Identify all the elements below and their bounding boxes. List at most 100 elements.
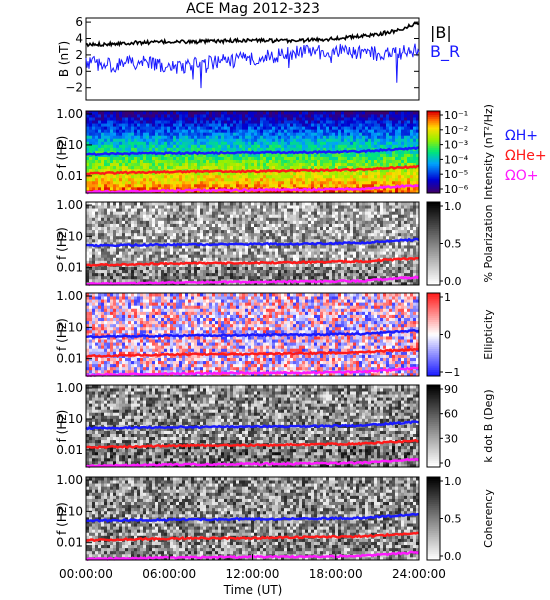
spectrogram-cell <box>386 168 390 173</box>
spectrogram-cell <box>107 214 111 218</box>
spectrogram-cell <box>182 208 186 212</box>
spectrogram-cell <box>389 156 393 160</box>
spectrogram-cell <box>266 162 270 167</box>
spectrogram-cell <box>290 126 294 130</box>
spectrogram-cell <box>125 248 129 252</box>
spectrogram-cell <box>308 111 312 115</box>
spectrogram-cell <box>203 189 207 194</box>
spectrogram-cell <box>212 183 216 188</box>
spectrogram-cell <box>251 220 255 224</box>
spectrogram-cell <box>266 171 270 176</box>
spectrogram-cell <box>194 147 198 151</box>
spectrogram-cell <box>194 111 198 115</box>
spectrogram-cell <box>332 165 336 170</box>
spectrogram-cell <box>308 138 312 142</box>
spectrogram-cell <box>239 165 243 170</box>
spectrogram-cell <box>371 114 375 118</box>
spectrogram-cell <box>314 114 318 118</box>
spectrogram-cell <box>167 248 171 252</box>
spectrogram-cell <box>377 141 381 145</box>
spectrogram-cell <box>323 114 327 118</box>
spectrogram-cell <box>89 220 93 224</box>
spectrogram-cell <box>218 162 222 167</box>
spectrogram-cell <box>134 117 138 121</box>
spectrogram-cell <box>197 126 201 130</box>
spectrogram-cell <box>110 117 114 121</box>
spectrogram-cell <box>308 144 312 148</box>
spectrogram-cell <box>125 202 129 206</box>
colorbar-swatch <box>427 154 440 157</box>
spectrogram-cell <box>266 217 270 221</box>
spectrogram-cell <box>197 272 201 277</box>
spectrogram-cell <box>236 165 240 170</box>
spectrogram-cell <box>170 278 174 283</box>
spectrogram-cell <box>284 248 288 252</box>
spectrogram-cell <box>176 251 180 255</box>
spectrogram-cell <box>239 220 243 224</box>
spectrogram-cell <box>338 183 342 188</box>
spectrogram-cell <box>212 238 216 243</box>
spectrogram-cell <box>140 126 144 130</box>
spectrogram-cell <box>104 114 108 118</box>
spectrogram-cell <box>245 165 249 170</box>
spectrogram-cell <box>167 126 171 130</box>
spectrogram-cell <box>266 180 270 185</box>
spectrogram-cell <box>341 141 345 145</box>
y-tick-label: 0.10 <box>56 138 83 152</box>
spectrogram-cell <box>401 144 405 148</box>
spectrogram-cell <box>239 183 243 188</box>
spectrogram-cell <box>287 272 291 277</box>
spectrogram-cell <box>131 126 135 130</box>
spectrogram-cell <box>239 214 243 218</box>
spectrogram-cell <box>131 135 135 139</box>
spectrogram-cell <box>230 177 234 182</box>
spectrogram-cell <box>119 251 123 255</box>
spectrogram-cell <box>356 123 360 127</box>
spectrogram-cell <box>128 238 132 243</box>
spectrogram-cell <box>209 214 213 218</box>
spectrogram-cell <box>203 257 207 261</box>
spectrogram-cell <box>206 251 210 255</box>
spectrogram-cell <box>371 183 375 188</box>
spectrogram-cell <box>137 153 141 157</box>
spectrogram-cell <box>119 266 123 271</box>
spectrogram-cell <box>311 180 315 185</box>
spectrogram-cell <box>236 117 240 121</box>
spectrogram-cell <box>233 251 237 255</box>
spectrogram-cell <box>89 186 93 191</box>
spectrogram-cell <box>206 257 210 261</box>
spectrogram-cell <box>197 211 201 215</box>
spectrogram-cell <box>266 120 270 124</box>
spectrogram-cell <box>257 129 261 133</box>
spectrogram-cell <box>242 177 246 182</box>
spectrogram-cell <box>110 232 114 237</box>
spectrogram-cell <box>92 126 96 130</box>
spectrogram-cell <box>98 165 102 170</box>
spectrogram-cell <box>293 226 297 231</box>
spectrogram-cell <box>413 144 417 148</box>
spectrogram-cell <box>104 217 108 221</box>
spectrogram-cell <box>242 229 246 234</box>
spectrogram-cell <box>242 111 246 115</box>
spectrogram-cell <box>239 202 243 206</box>
spectrogram-cell <box>299 114 303 118</box>
spectrogram-cell <box>248 147 252 151</box>
spectrogram-cell <box>89 223 93 227</box>
spectrogram-cell <box>128 159 132 164</box>
spectrogram-cell <box>179 254 183 258</box>
spectrogram-cell <box>206 217 210 221</box>
spectrogram-cell <box>416 165 420 170</box>
spectrogram-cell <box>260 180 264 185</box>
spectrogram-cell <box>197 180 201 185</box>
spectrogram-cell <box>182 211 186 215</box>
spectrogram-cell <box>236 257 240 261</box>
spectrogram-cell <box>290 281 294 286</box>
spectrogram-cell <box>275 123 279 127</box>
spectrogram-cell <box>113 114 117 118</box>
spectrogram-cell <box>329 117 333 121</box>
spectrogram-cell <box>308 129 312 133</box>
spectrogram-cell <box>353 189 357 194</box>
spectrogram-cell <box>260 226 264 231</box>
spectrogram-cell <box>248 235 252 240</box>
spectrogram-cell <box>191 114 195 118</box>
